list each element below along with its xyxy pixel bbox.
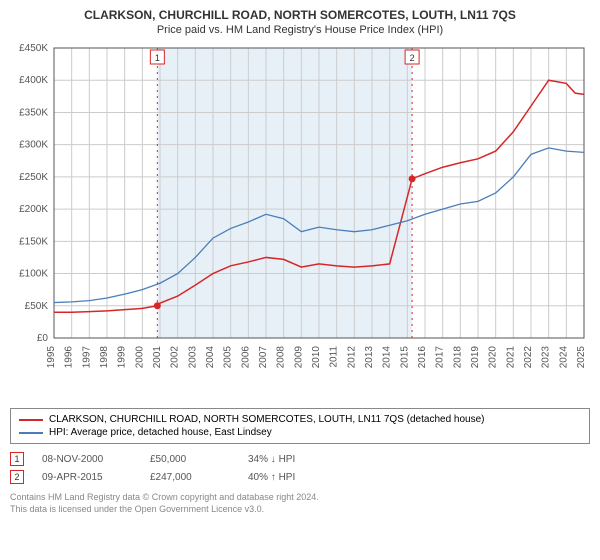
svg-text:£50K: £50K (25, 301, 49, 312)
svg-text:2012: 2012 (346, 346, 357, 369)
chart-container: CLARKSON, CHURCHILL ROAD, NORTH SOMERCOT… (0, 0, 600, 521)
svg-text:2017: 2017 (435, 346, 446, 369)
svg-text:2020: 2020 (488, 346, 499, 369)
svg-text:£400K: £400K (19, 75, 48, 86)
svg-text:2015: 2015 (399, 346, 410, 369)
svg-text:£450K: £450K (19, 43, 48, 54)
svg-text:2008: 2008 (276, 346, 287, 369)
legend-swatch (19, 419, 43, 421)
chart-title: CLARKSON, CHURCHILL ROAD, NORTH SOMERCOT… (10, 8, 590, 22)
event-date: 08-NOV-2000 (42, 454, 132, 465)
event-price: £50,000 (150, 454, 230, 465)
legend-label: HPI: Average price, detached house, East… (49, 427, 272, 438)
svg-text:£150K: £150K (19, 236, 48, 247)
svg-text:2018: 2018 (452, 346, 463, 369)
svg-text:£300K: £300K (19, 140, 48, 151)
event-price: £247,000 (150, 472, 230, 483)
legend-swatch (19, 432, 43, 434)
event-hpi: 40% ↑ HPI (248, 472, 295, 483)
chart-svg: £0 £50K £100K £150K £200K £250K £300K £350K £400… (10, 42, 590, 402)
svg-text:2023: 2023 (541, 346, 552, 369)
event-hpi: 34% ↓ HPI (248, 454, 295, 465)
svg-text:2009: 2009 (293, 346, 304, 369)
svg-text:2005: 2005 (223, 346, 234, 369)
legend-item: HPI: Average price, detached house, East… (19, 426, 581, 439)
event-marker-icon: 2 (10, 470, 24, 484)
svg-text:£250K: £250K (19, 172, 48, 183)
chart-plot: £0 £50K £100K £150K £200K £250K £300K £350K £400… (10, 42, 590, 402)
svg-text:2010: 2010 (311, 346, 322, 369)
svg-text:2022: 2022 (523, 346, 534, 369)
event-marker-icon: 1 (10, 452, 24, 466)
legend-label: CLARKSON, CHURCHILL ROAD, NORTH SOMERCOT… (49, 414, 485, 425)
svg-text:1997: 1997 (81, 346, 92, 369)
svg-text:2004: 2004 (205, 346, 216, 369)
svg-text:2024: 2024 (558, 346, 569, 369)
svg-text:1999: 1999 (117, 346, 128, 369)
event-row: 2 09-APR-2015 £247,000 40% ↑ HPI (10, 468, 590, 486)
legend-item: CLARKSON, CHURCHILL ROAD, NORTH SOMERCOT… (19, 413, 581, 426)
svg-text:2001: 2001 (152, 346, 163, 369)
footer-line-2: This data is licensed under the Open Gov… (10, 504, 590, 516)
svg-text:2: 2 (410, 53, 415, 63)
event-row: 1 08-NOV-2000 £50,000 34% ↓ HPI (10, 450, 590, 468)
svg-text:£200K: £200K (19, 204, 48, 215)
svg-text:1998: 1998 (99, 346, 110, 369)
svg-text:2007: 2007 (258, 346, 269, 369)
event-list: 1 08-NOV-2000 £50,000 34% ↓ HPI 2 09-APR-2015… (10, 450, 590, 486)
svg-text:£100K: £100K (19, 269, 48, 280)
footer-line-1: Contains HM Land Registry data © Crown c… (10, 492, 590, 504)
svg-text:2014: 2014 (382, 346, 393, 369)
chart-subtitle: Price paid vs. HM Land Registry's House … (10, 24, 590, 36)
svg-text:2021: 2021 (505, 346, 516, 369)
svg-text:2000: 2000 (134, 346, 145, 369)
svg-text:2011: 2011 (329, 346, 340, 368)
svg-text:2006: 2006 (240, 346, 251, 369)
svg-text:2013: 2013 (364, 346, 375, 369)
svg-text:2025: 2025 (576, 346, 587, 369)
footer: Contains HM Land Registry data © Crown c… (10, 492, 590, 515)
svg-text:2003: 2003 (187, 346, 198, 369)
legend: CLARKSON, CHURCHILL ROAD, NORTH SOMERCOT… (10, 408, 590, 444)
svg-text:1995: 1995 (46, 346, 57, 369)
svg-text:£350K: £350K (19, 107, 48, 118)
svg-text:1996: 1996 (64, 346, 75, 369)
svg-text:2016: 2016 (417, 346, 428, 369)
svg-text:2002: 2002 (170, 346, 181, 369)
svg-text:1: 1 (155, 53, 160, 63)
event-date: 09-APR-2015 (42, 472, 132, 483)
svg-text:£0: £0 (37, 333, 49, 344)
svg-text:2019: 2019 (470, 346, 481, 369)
